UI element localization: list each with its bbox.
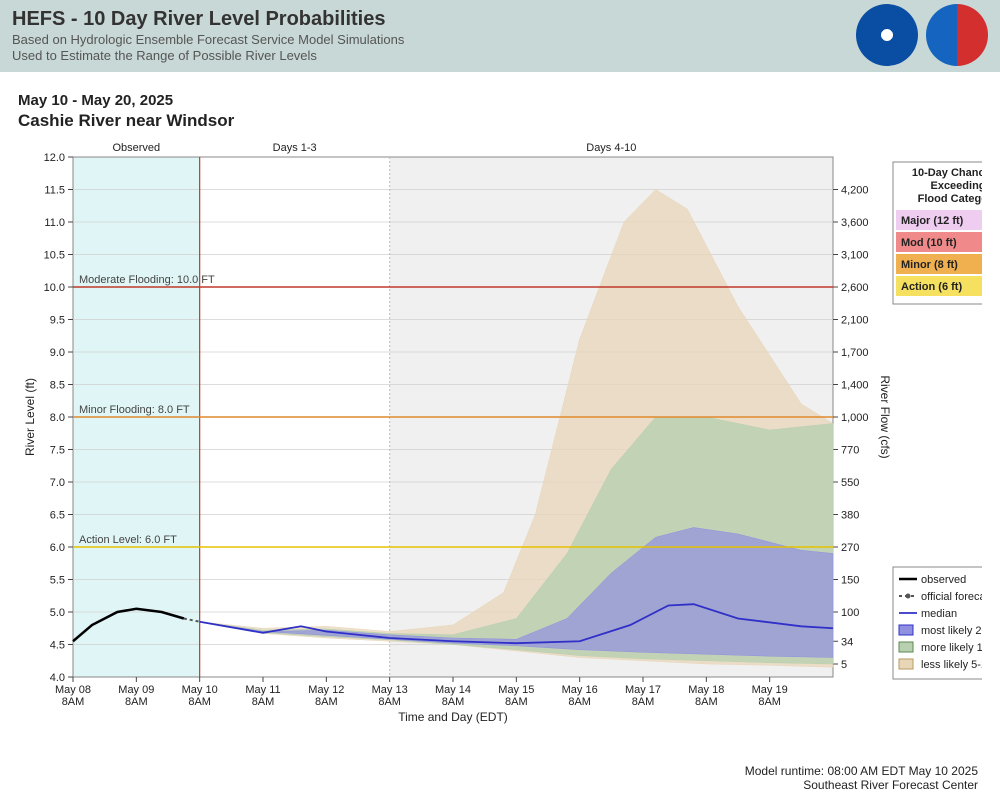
header-bar: HEFS - 10 Day River Level Probabilities … <box>0 0 1000 72</box>
svg-text:8AM: 8AM <box>315 696 338 708</box>
svg-text:9.5: 9.5 <box>50 315 65 327</box>
svg-text:Observed: Observed <box>112 142 160 154</box>
svg-text:1,400: 1,400 <box>841 380 869 392</box>
svg-text:2,100: 2,100 <box>841 315 869 327</box>
model-runtime: Model runtime: 08:00 AM EDT May 10 2025 <box>745 764 978 778</box>
svg-text:May 18: May 18 <box>688 684 724 696</box>
svg-text:May 17: May 17 <box>625 684 661 696</box>
noaa-logo-icon <box>856 4 918 66</box>
svg-text:8AM: 8AM <box>695 696 718 708</box>
svg-text:34: 34 <box>841 636 853 648</box>
svg-text:4.0: 4.0 <box>50 672 65 684</box>
svg-text:Major (12 ft): Major (12 ft) <box>901 215 964 227</box>
svg-text:6.0: 6.0 <box>50 542 65 554</box>
svg-text:380: 380 <box>841 510 859 522</box>
svg-text:10.0: 10.0 <box>44 282 65 294</box>
svg-text:100: 100 <box>841 607 859 619</box>
svg-text:May 11: May 11 <box>245 684 280 696</box>
svg-text:12.0: 12.0 <box>44 152 65 164</box>
svg-text:May 13: May 13 <box>372 684 408 696</box>
svg-text:May 09: May 09 <box>118 684 154 696</box>
svg-text:Mod (10 ft): Mod (10 ft) <box>901 237 957 249</box>
header-sub1: Based on Hydrologic Ensemble Forecast Se… <box>12 32 988 47</box>
svg-text:770: 770 <box>841 445 859 457</box>
svg-text:Days 1-3: Days 1-3 <box>273 142 317 154</box>
svg-text:4,200: 4,200 <box>841 185 869 197</box>
svg-text:May 08: May 08 <box>55 684 91 696</box>
svg-text:5.0: 5.0 <box>50 607 65 619</box>
svg-text:9.0: 9.0 <box>50 347 65 359</box>
svg-text:May 15: May 15 <box>498 684 534 696</box>
svg-text:270: 270 <box>841 542 859 554</box>
svg-text:6.5: 6.5 <box>50 510 65 522</box>
svg-text:Time and Day (EDT): Time and Day (EDT) <box>398 710 508 724</box>
svg-text:2,600: 2,600 <box>841 282 869 294</box>
svg-text:8AM: 8AM <box>378 696 401 708</box>
svg-text:7.5: 7.5 <box>50 445 65 457</box>
svg-text:8AM: 8AM <box>632 696 655 708</box>
svg-text:official forecast: official forecast <box>921 591 982 603</box>
svg-text:May 14: May 14 <box>435 684 471 696</box>
svg-text:11.0: 11.0 <box>44 217 65 229</box>
svg-text:1,000: 1,000 <box>841 412 869 424</box>
svg-text:River Flow (cfs): River Flow (cfs) <box>878 375 892 458</box>
svg-text:Action Level: 6.0 FT: Action Level: 6.0 FT <box>79 534 177 546</box>
svg-text:8AM: 8AM <box>442 696 465 708</box>
svg-text:less likely 5-10%: less likely 5-10% <box>921 659 982 671</box>
svg-text:10-Day Chance of: 10-Day Chance of <box>912 167 982 179</box>
nws-logo-icon <box>926 4 988 66</box>
forecast-center: Southeast River Forecast Center <box>745 778 978 792</box>
header-title: HEFS - 10 Day River Level Probabilities <box>12 8 988 31</box>
chart-area: May 10 - May 20, 2025 Cashie River near … <box>0 72 1000 757</box>
svg-text:Action (6 ft): Action (6 ft) <box>901 281 962 293</box>
svg-text:8AM: 8AM <box>568 696 591 708</box>
svg-text:May 12: May 12 <box>308 684 344 696</box>
svg-text:Minor (8 ft): Minor (8 ft) <box>901 259 958 271</box>
svg-text:more likely 10-25%: more likely 10-25% <box>921 642 982 654</box>
svg-text:May 10: May 10 <box>182 684 218 696</box>
svg-text:7.0: 7.0 <box>50 477 65 489</box>
svg-text:Days 4-10: Days 4-10 <box>586 142 636 154</box>
svg-text:3,600: 3,600 <box>841 217 869 229</box>
svg-text:Exceeding: Exceeding <box>930 180 982 192</box>
svg-text:Minor Flooding: 8.0 FT: Minor Flooding: 8.0 FT <box>79 404 190 416</box>
footer: Model runtime: 08:00 AM EDT May 10 2025 … <box>745 764 978 792</box>
svg-text:River Level (ft): River Level (ft) <box>23 378 37 456</box>
svg-text:8AM: 8AM <box>758 696 781 708</box>
svg-text:8AM: 8AM <box>252 696 275 708</box>
date-range: May 10 - May 20, 2025 <box>18 92 982 109</box>
svg-text:11.5: 11.5 <box>44 185 65 197</box>
svg-text:Moderate Flooding: 10.0 FT: Moderate Flooding: 10.0 FT <box>79 274 215 286</box>
svg-text:10.5: 10.5 <box>44 250 65 262</box>
svg-text:550: 550 <box>841 477 859 489</box>
svg-text:3,100: 3,100 <box>841 250 869 262</box>
svg-text:most likely 25-75%: most likely 25-75% <box>921 625 982 637</box>
svg-text:8AM: 8AM <box>188 696 211 708</box>
svg-text:8.5: 8.5 <box>50 380 65 392</box>
svg-text:150: 150 <box>841 575 859 587</box>
svg-text:8AM: 8AM <box>125 696 148 708</box>
ensemble-chart: 4.0 4.5 5.0 5.5 6.0 6.5 7.0 7.5 8.0 8.5 9.0 9.5 10.0… <box>18 137 982 757</box>
svg-text:observed: observed <box>921 574 966 586</box>
svg-text:May 19: May 19 <box>752 684 788 696</box>
header-sub2: Used to Estimate the Range of Possible R… <box>12 48 988 63</box>
svg-text:5: 5 <box>841 659 847 671</box>
location-title: Cashie River near Windsor <box>18 111 982 131</box>
svg-text:Flood Category: Flood Category <box>918 193 982 205</box>
svg-text:median: median <box>921 608 957 620</box>
svg-text:1,700: 1,700 <box>841 347 869 359</box>
svg-text:5.5: 5.5 <box>50 575 65 587</box>
svg-text:May 16: May 16 <box>562 684 598 696</box>
svg-text:8AM: 8AM <box>505 696 528 708</box>
logos <box>856 4 988 66</box>
svg-text:8AM: 8AM <box>62 696 85 708</box>
svg-text:4.5: 4.5 <box>50 640 65 652</box>
svg-text:8.0: 8.0 <box>50 412 65 424</box>
